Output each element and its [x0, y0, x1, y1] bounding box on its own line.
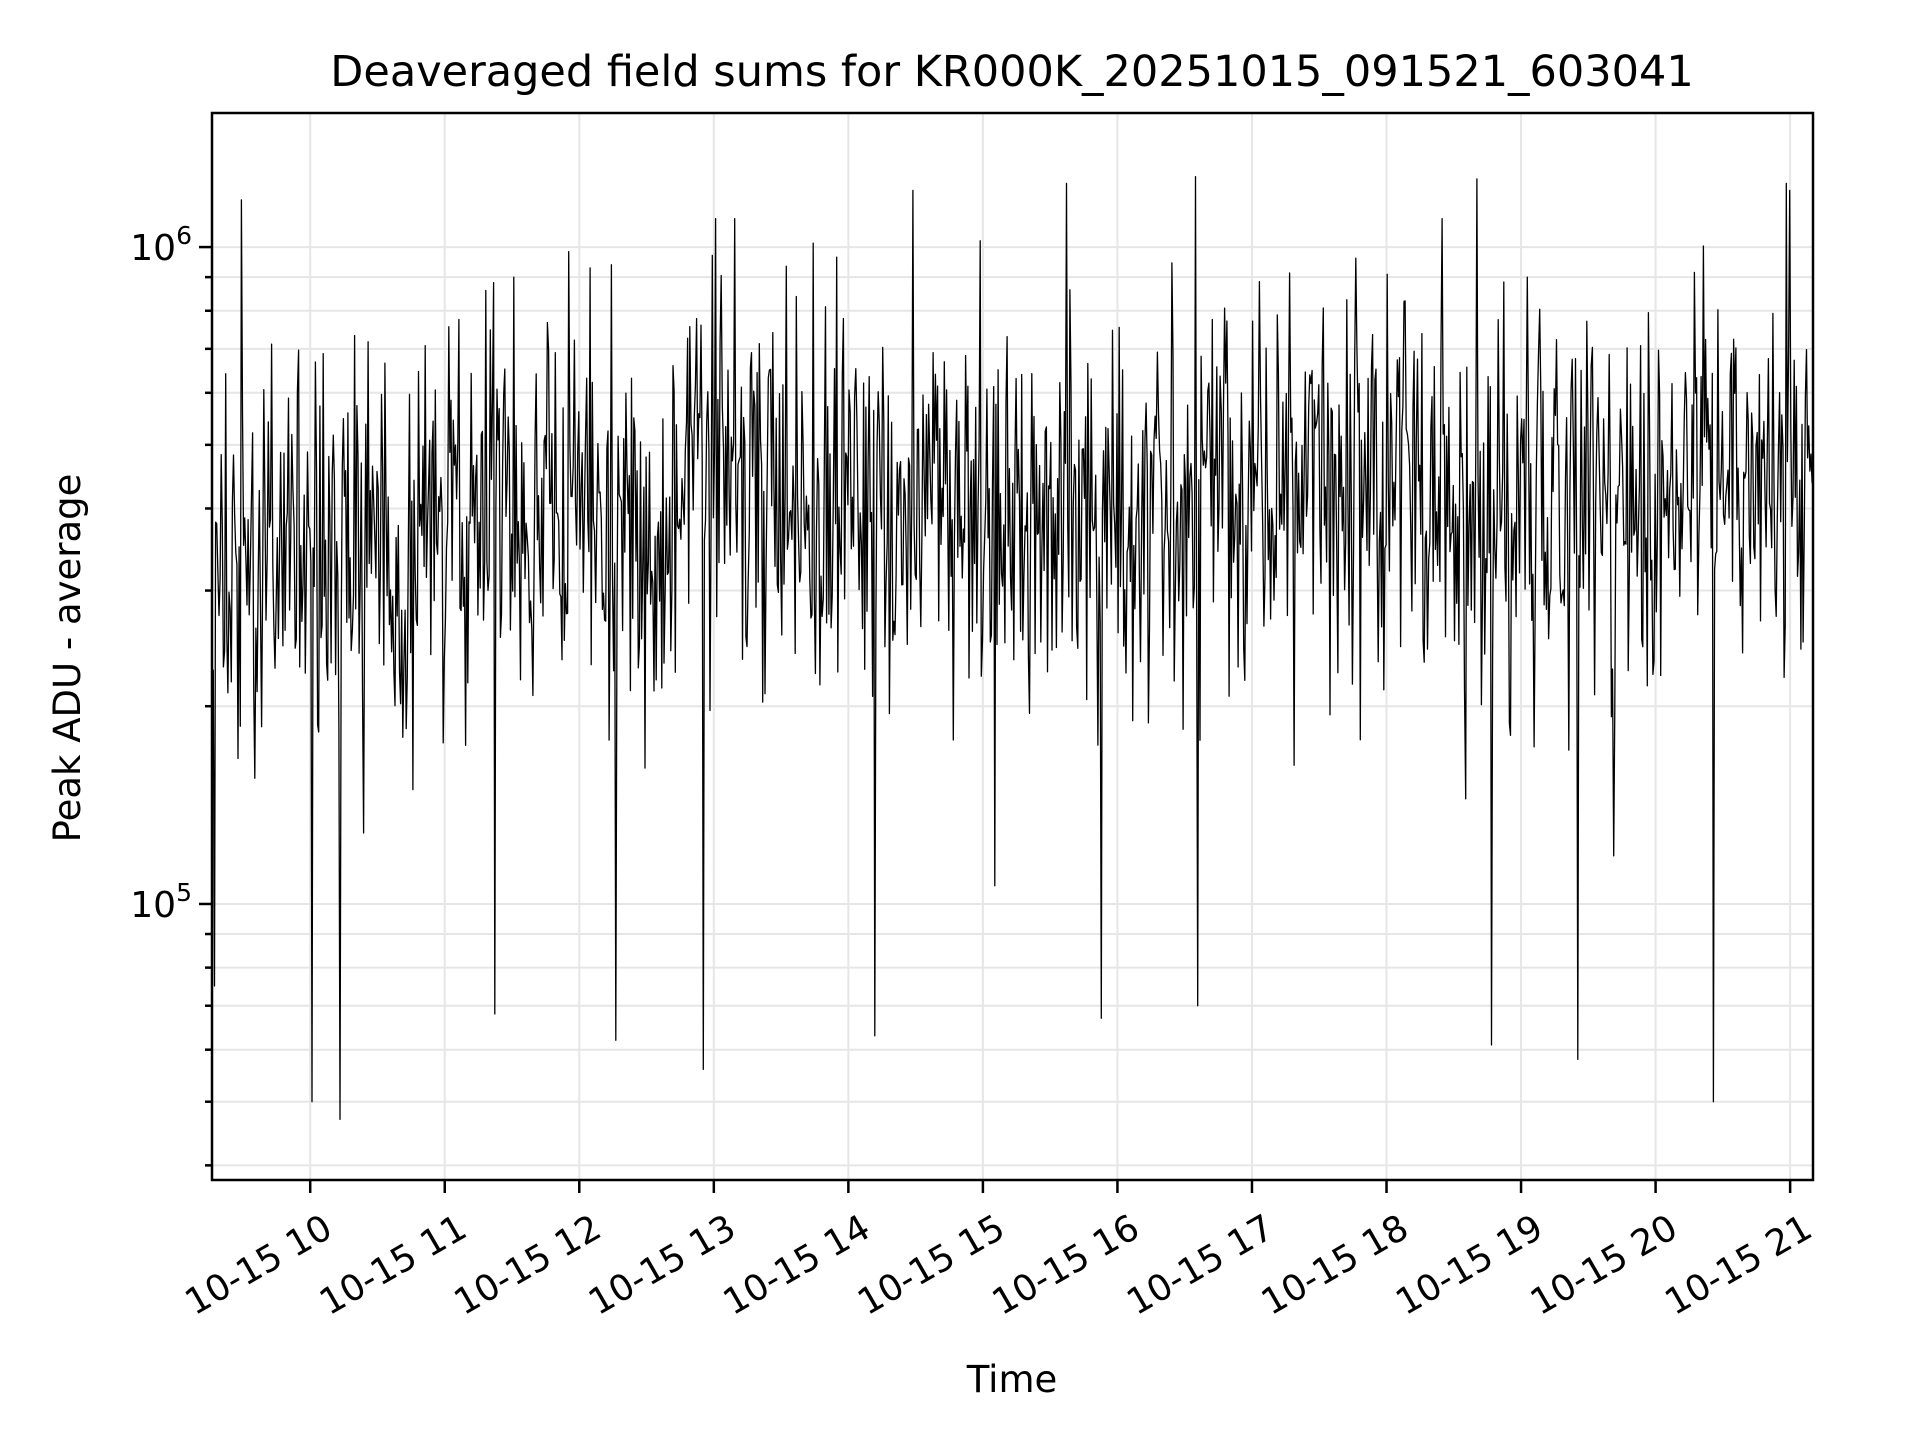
- y-tick-label: 105: [130, 878, 192, 926]
- series-line: [212, 176, 1813, 1121]
- x-axis-label: Time: [966, 1358, 1058, 1401]
- y-tick-label-exponent: 5: [176, 878, 192, 907]
- chart-title: Deaveraged field sums for KR000K_2025101…: [330, 47, 1693, 97]
- y-tick-label-base: 10: [130, 228, 176, 269]
- y-axis-label: Peak ADU - average: [46, 474, 89, 843]
- axes-frame: [210, 111, 1815, 1182]
- y-tick-label-exponent: 6: [176, 221, 192, 250]
- plot-area: [212, 176, 1813, 1121]
- y-tick-label-base: 10: [130, 885, 176, 926]
- y-tick-label: 106: [130, 221, 192, 269]
